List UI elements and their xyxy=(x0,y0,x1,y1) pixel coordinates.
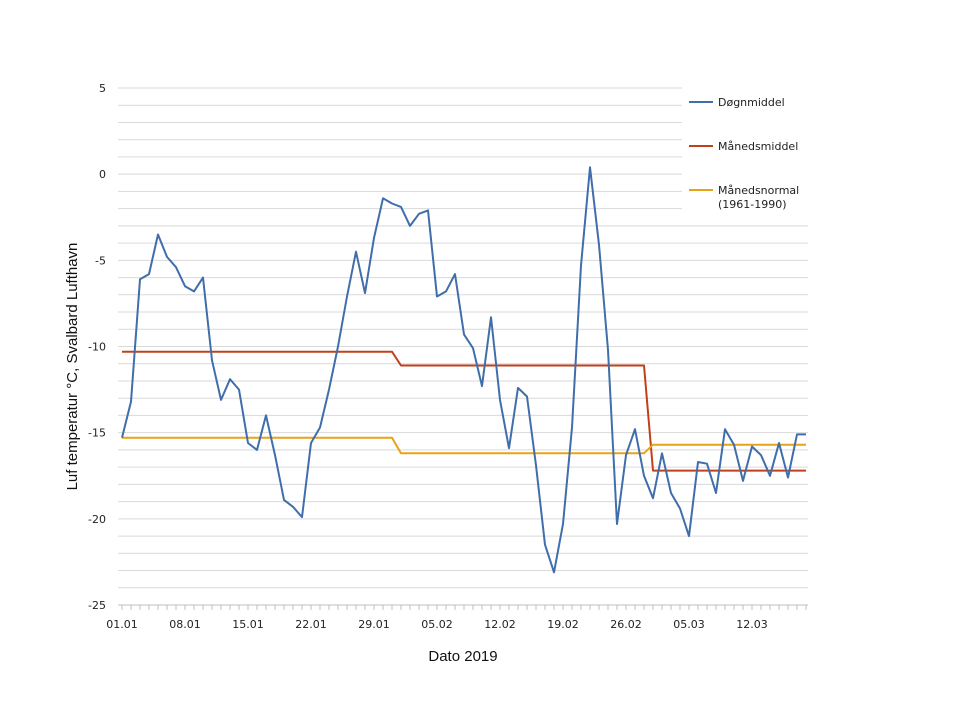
series-line-manedsnormal xyxy=(122,436,806,455)
x-axis-title: Dato 2019 xyxy=(428,648,497,665)
y-tick-label: -5 xyxy=(95,254,106,267)
legend: Døgnmiddel Månedsmiddel Månedsnormal(1961-… xyxy=(682,86,808,212)
y-tick-label: -15 xyxy=(88,427,106,440)
legend-label-line2: (1961-1990) xyxy=(718,198,787,211)
legend-label: Døgnmiddel xyxy=(718,96,785,109)
y-tick-labels: 5 0 -5 -10 -15 -20 -25 xyxy=(88,82,106,612)
legend-label: Månedsmiddel xyxy=(718,140,798,153)
series-line-manedsmiddel xyxy=(122,350,806,472)
x-tick-label: 15.01 xyxy=(232,618,264,631)
series-line-dognmiddel xyxy=(121,166,806,574)
x-tick-label: 22.01 xyxy=(295,618,327,631)
y-axis-title: Luf temperatur °C, Svalbard Lufthavn xyxy=(64,243,81,491)
x-tick-label: 19.02 xyxy=(547,618,579,631)
gridlines xyxy=(118,87,808,589)
x-tick-label: 12.02 xyxy=(484,618,516,631)
x-tick-label: 05.03 xyxy=(673,618,705,631)
x-tick-label: 08.01 xyxy=(169,618,201,631)
x-tick-label: 01.01 xyxy=(106,618,138,631)
x-tick-label: 12.03 xyxy=(736,618,768,631)
x-tick-labels: 01.01 08.01 15.01 22.01 29.01 05.02 12.02 19.02… xyxy=(106,618,768,631)
x-tick-label: 05.02 xyxy=(421,618,453,631)
y-tick-label: -10 xyxy=(88,341,106,354)
axes xyxy=(118,604,808,610)
y-tick-label: -20 xyxy=(88,513,106,526)
legend-label: Månedsnormal xyxy=(718,184,799,197)
series-lines xyxy=(121,166,806,574)
y-tick-label: 0 xyxy=(99,168,106,181)
y-tick-label: -25 xyxy=(88,599,106,612)
x-tick-label: 26.02 xyxy=(610,618,642,631)
y-tick-label: 5 xyxy=(99,82,106,95)
x-tick-label: 29.01 xyxy=(358,618,390,631)
